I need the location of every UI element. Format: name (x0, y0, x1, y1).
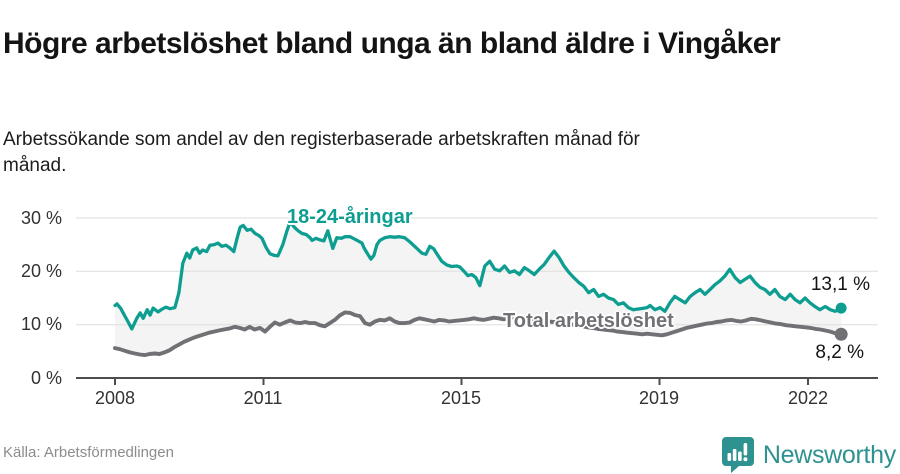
series-label-youth: 18-24-åringar (287, 206, 413, 228)
x-axis-tick-label: 2022 (787, 388, 829, 408)
x-axis-tick-label: 2008 (94, 388, 136, 408)
source-note: Källa: Arbetsförmedlingen (3, 444, 174, 461)
value-label-youth: 13,1 % (810, 274, 870, 295)
page-title: Högre arbetslöshet bland unga än bland ä… (3, 27, 781, 61)
x-axis-tick-label: 2015 (440, 388, 482, 408)
y-axis-tick-label: 20 % (20, 261, 62, 281)
newsworthy-barchart-bubble-icon (721, 437, 754, 473)
newsworthy-logo-link[interactable]: Newsworthy (721, 436, 896, 473)
x-axis-tick-label: 2019 (638, 388, 680, 408)
page-subtitle: Arbetssökande som andel av den registerb… (3, 129, 640, 177)
brand-name: Newsworthy (762, 440, 896, 469)
y-axis-tick-label: 10 % (20, 314, 62, 334)
x-axis-tick-label: 2011 (243, 388, 283, 408)
value-label-total: 8,2 % (815, 342, 864, 363)
y-axis-tick-label: 0 % (30, 368, 62, 388)
y-axis-tick-label: 30 % (20, 208, 62, 228)
series-label-total: Total arbetslöshet (503, 310, 674, 332)
